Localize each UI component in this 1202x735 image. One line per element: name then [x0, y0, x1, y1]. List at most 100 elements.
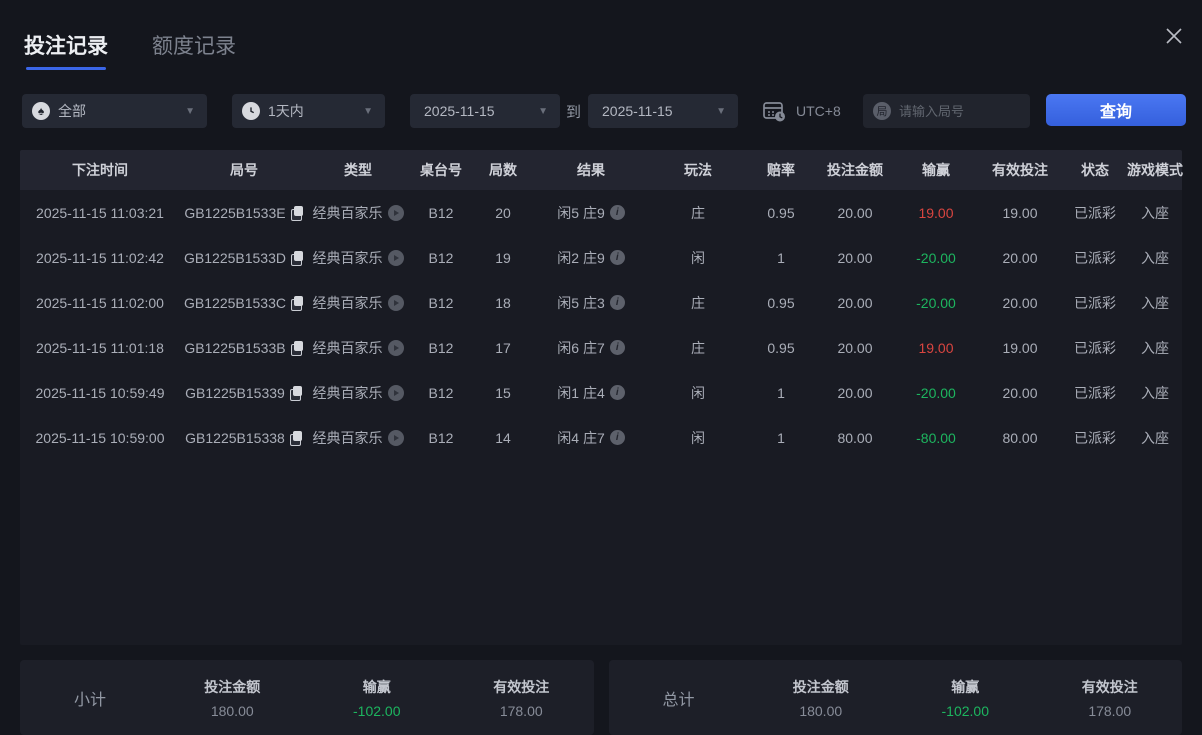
cell-win-loss: -20.00 — [916, 249, 956, 266]
info-icon[interactable]: i — [609, 430, 625, 445]
cell-bet-time: 2025-11-15 10:59:49 — [35, 384, 165, 401]
tab-bar: 投注记录 额度记录 — [24, 30, 236, 70]
col-header: 赔率 — [767, 162, 795, 178]
cell-bet-time: 2025-11-15 11:02:42 — [36, 249, 164, 266]
col-header: 游戏模式 — [1127, 162, 1183, 178]
cell-game-mode: 入座 — [1141, 294, 1169, 311]
subtotal-panel: 小计 投注金额 180.00 输赢 -102.00 有效投注 178.00 — [20, 660, 594, 735]
cell-result: 闲1 庄4 i — [532, 383, 650, 403]
copy-icon[interactable] — [290, 205, 304, 221]
date-from-value: 2025-11-15 — [424, 103, 495, 119]
cell-game-mode: 入座 — [1141, 429, 1169, 446]
info-icon[interactable]: i — [609, 340, 625, 355]
tab-bet-records[interactable]: 投注记录 — [24, 30, 108, 70]
cell-status: 已派彩 — [1074, 204, 1116, 221]
cell-game-type: 经典百家乐 — [308, 203, 408, 223]
cell-play: 闲 — [691, 249, 705, 266]
info-icon[interactable]: i — [609, 250, 625, 265]
cell-play: 庄 — [691, 204, 705, 221]
cell-game-type: 经典百家乐 — [308, 248, 408, 268]
cell-round-id: GB1225B15338 — [180, 430, 308, 446]
cell-round-no: 17 — [495, 339, 511, 356]
cell-table-no: B12 — [428, 294, 454, 311]
cell-round-id: GB1225B1533E — [180, 205, 308, 221]
date-to-dropdown[interactable]: 2025-11-15 ▼ — [588, 94, 738, 128]
cell-odds: 0.95 — [767, 339, 795, 356]
round-icon: 局 — [873, 102, 891, 120]
cell-bet-amount: 20.00 — [837, 204, 873, 221]
info-icon[interactable]: i — [609, 385, 625, 400]
col-header: 下注时间 — [72, 162, 128, 178]
cell-table-no: B12 — [428, 384, 454, 401]
timezone-label: UTC+8 — [796, 103, 841, 119]
cell-game-mode: 入座 — [1141, 249, 1169, 266]
chevron-down-icon: ▼ — [185, 105, 195, 117]
table-row: 2025-11-15 11:02:00 GB1225B1533C 经典百家乐 B… — [20, 280, 1182, 325]
copy-icon[interactable] — [290, 250, 304, 266]
replay-icon[interactable] — [387, 429, 404, 446]
copy-icon[interactable] — [290, 295, 304, 311]
replay-icon[interactable] — [387, 384, 404, 401]
cell-valid-bet: 20.00 — [1002, 294, 1038, 311]
game-type-dropdown[interactable]: ♠ 全部 ▼ — [22, 94, 207, 128]
total-bet: 投注金额 180.00 — [792, 678, 849, 719]
cell-bet-time: 2025-11-15 11:01:18 — [36, 339, 164, 356]
cell-odds: 1 — [777, 429, 785, 446]
search-input[interactable] — [899, 103, 1009, 119]
cell-play: 庄 — [691, 294, 705, 311]
cell-odds: 1 — [777, 384, 785, 401]
col-header: 状态 — [1081, 162, 1109, 178]
copy-icon[interactable] — [290, 340, 304, 356]
close-icon[interactable] — [1162, 24, 1186, 48]
copy-icon[interactable] — [289, 385, 303, 401]
table-row: 2025-11-15 11:02:42 GB1225B1533D 经典百家乐 B… — [20, 235, 1182, 280]
table-row: 2025-11-15 10:59:49 GB1225B15339 经典百家乐 B… — [20, 370, 1182, 415]
col-header: 结果 — [577, 162, 605, 178]
table-header-row: 下注时间 局号 类型 桌台号 局数 结果 玩法 赔率 投注金额 输赢 有效投注 … — [20, 150, 1183, 190]
cell-valid-bet: 80.00 — [1002, 429, 1038, 446]
chevron-down-icon: ▼ — [363, 105, 373, 117]
cell-round-no: 15 — [495, 384, 511, 401]
cell-win-loss: 19.00 — [918, 204, 954, 221]
col-header: 玩法 — [684, 162, 712, 178]
time-range-value: 1天内 — [268, 103, 304, 119]
cell-bet-time: 2025-11-15 11:03:21 — [36, 204, 164, 221]
replay-icon[interactable] — [387, 204, 404, 221]
cell-odds: 1 — [777, 249, 785, 266]
time-range-dropdown[interactable]: 1天内 ▼ — [232, 94, 385, 128]
tab-quota-records[interactable]: 额度记录 — [152, 35, 236, 58]
date-from-dropdown[interactable]: 2025-11-15 ▼ — [410, 94, 560, 128]
table-row: 2025-11-15 10:59:00 GB1225B15338 经典百家乐 B… — [20, 415, 1182, 460]
cell-bet-amount: 20.00 — [837, 294, 873, 311]
cell-odds: 0.95 — [767, 294, 795, 311]
cell-bet-amount: 20.00 — [837, 384, 873, 401]
info-icon[interactable]: i — [609, 295, 625, 310]
col-header: 投注金额 — [827, 162, 883, 178]
cell-win-loss: -20.00 — [916, 384, 956, 401]
cell-game-type: 经典百家乐 — [308, 338, 408, 358]
query-button[interactable]: 查询 — [1046, 94, 1186, 126]
copy-icon[interactable] — [289, 430, 303, 446]
cell-play: 闲 — [691, 384, 705, 401]
summary-bar: 小计 投注金额 180.00 输赢 -102.00 有效投注 178.00 总计… — [20, 660, 1182, 735]
game-type-value: 全部 — [58, 103, 86, 119]
total-label: 总计 — [662, 691, 695, 709]
cell-odds: 0.95 — [767, 204, 795, 221]
bet-records-table: 下注时间 局号 类型 桌台号 局数 结果 玩法 赔率 投注金额 输赢 有效投注 … — [20, 150, 1183, 645]
chevron-down-icon: ▼ — [538, 105, 548, 117]
cell-round-id: GB1225B15339 — [180, 385, 308, 401]
replay-icon[interactable] — [387, 249, 404, 266]
cell-status: 已派彩 — [1074, 384, 1116, 401]
total-valid: 有效投注 178.00 — [1081, 678, 1138, 719]
round-search-field[interactable]: 局 — [863, 94, 1030, 128]
cell-game-mode: 入座 — [1141, 384, 1169, 401]
replay-icon[interactable] — [387, 294, 404, 311]
col-header: 类型 — [344, 162, 372, 178]
info-icon[interactable]: i — [609, 205, 625, 220]
cell-result: 闲4 庄7 i — [532, 428, 650, 448]
cell-valid-bet: 19.00 — [1002, 204, 1038, 221]
replay-icon[interactable] — [387, 339, 404, 356]
cell-win-loss: 19.00 — [918, 339, 954, 356]
subtotal-label: 小计 — [73, 691, 106, 709]
cell-round-no: 18 — [495, 294, 511, 311]
